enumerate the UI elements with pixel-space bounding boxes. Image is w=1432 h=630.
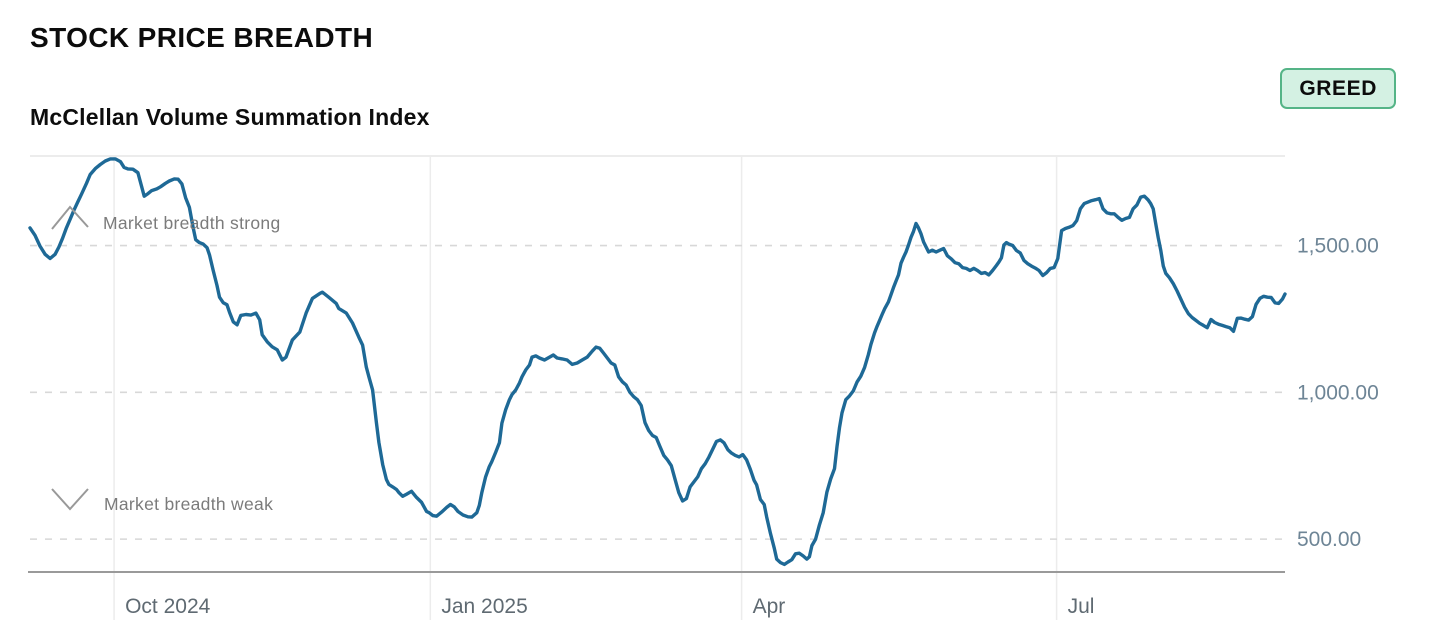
x-axis-label: Apr	[753, 595, 786, 618]
arrow-down-icon	[51, 488, 89, 511]
page-title: STOCK PRICE BREADTH	[30, 22, 374, 53]
x-axis-label: Jan 2025	[441, 595, 527, 618]
fear-greed-status-badge: GREED	[1280, 68, 1396, 109]
x-axis-label: Oct 2024	[125, 595, 211, 618]
chart-title: McClellan Volume Summation Index	[30, 104, 430, 130]
chart-line	[28, 157, 1287, 567]
y-axis-label: 500.00	[1297, 528, 1361, 551]
annotation-label: Market breadth strong	[103, 213, 281, 233]
arrow-up-icon	[51, 205, 89, 230]
y-axis-label: 1,000.00	[1297, 381, 1379, 404]
x-axis-label: Jul	[1068, 595, 1095, 618]
y-axis-label: 1,500.00	[1297, 235, 1379, 258]
annotation-label: Market breadth weak	[104, 494, 273, 514]
